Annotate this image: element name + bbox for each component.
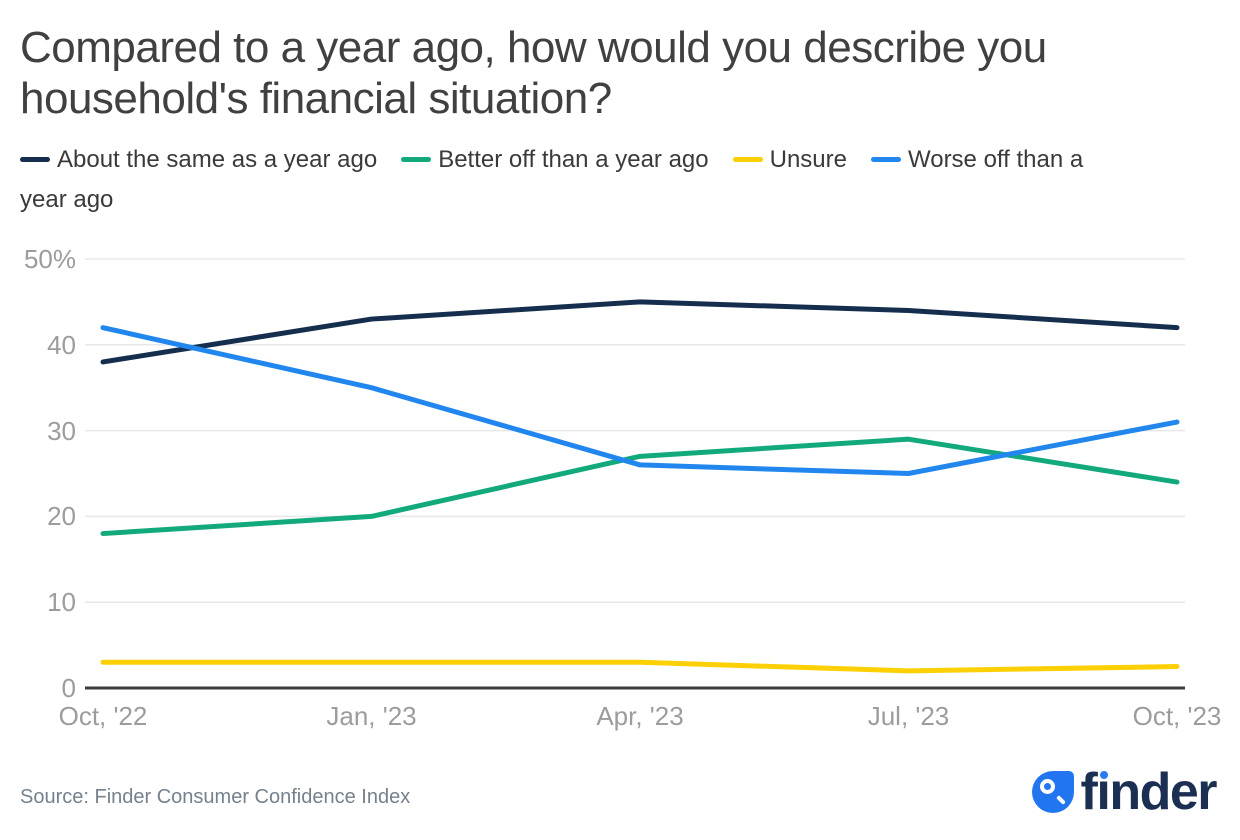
legend-marker	[871, 156, 901, 162]
legend-label: About the same as a year ago	[57, 146, 378, 173]
finder-wordmark: fı nder	[1081, 766, 1218, 818]
magnifier-lens	[1039, 779, 1055, 794]
x-axis-tick-label: Oct, '22	[58, 701, 148, 731]
magnifier-icon	[1031, 771, 1074, 813]
legend-label: Worse off than a year ago	[20, 146, 1084, 213]
finder-logo: fı nder	[1031, 766, 1218, 818]
legend-item-0: About the same as a year ago	[20, 146, 377, 173]
i-dot-icon	[1099, 771, 1108, 779]
y-axis-tick-label: 40	[47, 329, 76, 360]
x-axis-tick-label: Jul, '23	[867, 701, 950, 731]
magnifier-handle	[1055, 795, 1066, 805]
legend-label: Better off than a year ago	[438, 146, 709, 173]
legend-marker	[401, 156, 432, 162]
legend-marker	[20, 156, 50, 162]
x-axis-tick-label: Apr, '23	[596, 701, 684, 731]
wordmark-i: ı	[1096, 763, 1110, 821]
y-axis-tick-label: 10	[47, 587, 76, 618]
y-axis-tick-label: 0	[61, 673, 76, 703]
source-note: Source: Finder Consumer Confidence Index	[20, 786, 411, 808]
wordmark-f: f	[1080, 763, 1098, 821]
series-line-1	[100, 436, 1180, 537]
chart-title: Compared to a year ago, how would you de…	[20, 23, 1047, 124]
legend-item-3: Worse off than a year ago	[20, 146, 1083, 213]
series-line-2	[100, 659, 1180, 674]
legend-item-1: Better off than a year ago	[401, 146, 709, 173]
wordmark-rest: nder	[1109, 763, 1217, 821]
y-axis-tick-label: 30	[47, 415, 76, 446]
series-line-3	[100, 325, 1180, 476]
y-axis-tick-label: 50%	[23, 244, 76, 274]
x-axis-tick-label: Jan, '23	[326, 701, 417, 731]
legend-label: Unsure	[769, 146, 847, 173]
x-axis-tick-label: Oct, '23	[1132, 701, 1222, 731]
legend-item-2: Unsure	[732, 146, 847, 173]
series-line-0	[100, 299, 1180, 365]
y-axis-tick-label: 20	[47, 501, 76, 532]
legend-marker	[732, 156, 763, 162]
legend: About the same as a year ago Better off t…	[0, 140, 1240, 220]
